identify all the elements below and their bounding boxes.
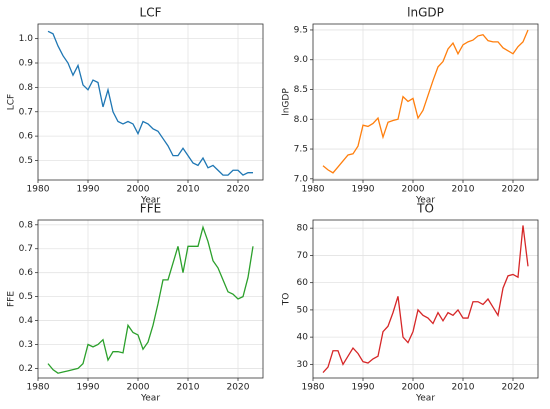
y-tick-label: 80 <box>297 224 309 234</box>
x-axis-label: Year <box>140 394 160 404</box>
y-tick-label: 0.5 <box>19 156 33 166</box>
y-tick-label: 0.7 <box>19 244 33 254</box>
x-tick-label: 2000 <box>127 185 150 195</box>
chart-title: TO <box>416 202 434 216</box>
data-line <box>322 225 529 373</box>
x-tick-label: 1990 <box>352 185 375 195</box>
x-tick-label: 2010 <box>177 185 200 195</box>
x-tick-label: 1980 <box>302 383 325 393</box>
data-line <box>322 29 529 174</box>
y-tick-label: 40 <box>297 333 309 343</box>
y-tick-label: 8.5 <box>294 85 308 95</box>
y-tick-label: 7.0 <box>294 174 309 184</box>
x-tick-label: 1980 <box>27 383 50 393</box>
y-tick-label: 30 <box>297 360 309 370</box>
y-tick-label: 0.5 <box>19 292 33 302</box>
plot-frame <box>37 23 264 181</box>
x-tick-label: 2000 <box>402 383 425 393</box>
x-tick-label: 1990 <box>352 383 375 393</box>
data-line <box>47 224 254 374</box>
y-axis-label: lnGDP <box>282 88 292 116</box>
x-tick-label: 1990 <box>77 383 100 393</box>
data-line <box>47 30 253 176</box>
y-axis-label: TO <box>282 293 292 307</box>
x-tick-label: 2010 <box>177 383 200 393</box>
x-tick-label: 2010 <box>452 185 475 195</box>
x-tick-label: 2020 <box>227 185 250 195</box>
x-tick-label: 2020 <box>227 383 250 393</box>
y-tick-label: 9.0 <box>294 55 309 65</box>
y-tick-label: 0.2 <box>19 364 33 374</box>
x-axis-label: Year <box>415 394 435 404</box>
chart-title: lnGDP <box>407 6 444 20</box>
y-tick-label: 0.9 <box>19 59 34 69</box>
y-tick-label: 0.3 <box>19 340 33 350</box>
y-axis-label: FFE <box>7 291 17 307</box>
x-tick-label: 2010 <box>452 383 475 393</box>
y-tick-label: 7.5 <box>294 145 308 155</box>
y-tick-label: 8.0 <box>294 115 309 125</box>
x-tick-label: 2000 <box>127 383 150 393</box>
y-tick-label: 0.4 <box>19 316 34 326</box>
y-tick-label: 0.6 <box>19 268 34 278</box>
x-tick-label: 2020 <box>502 185 525 195</box>
chart-title: FFE <box>140 202 161 216</box>
y-tick-label: 9.5 <box>294 25 308 35</box>
y-tick-label: 60 <box>297 278 309 288</box>
x-tick-label: 1980 <box>302 185 325 195</box>
y-tick-label: 70 <box>297 251 309 261</box>
y-tick-label: 1.0 <box>19 34 34 44</box>
y-tick-label: 0.8 <box>19 220 34 230</box>
y-axis-label: LCF <box>7 94 17 110</box>
x-tick-label: 2000 <box>402 185 425 195</box>
plot-frame <box>312 219 539 379</box>
y-tick-label: 0.7 <box>19 107 33 117</box>
y-tick-label: 0.6 <box>19 132 34 142</box>
plot-frame <box>312 23 539 181</box>
x-axis-label: Year <box>140 196 160 206</box>
x-tick-label: 1980 <box>27 185 50 195</box>
x-axis-label: Year <box>415 196 435 206</box>
y-tick-label: 50 <box>297 305 309 315</box>
chart-title: LCF <box>140 6 162 20</box>
plot-frame <box>37 219 264 379</box>
x-tick-label: 1990 <box>77 185 100 195</box>
x-tick-label: 2020 <box>502 383 525 393</box>
y-tick-label: 0.8 <box>19 83 34 93</box>
